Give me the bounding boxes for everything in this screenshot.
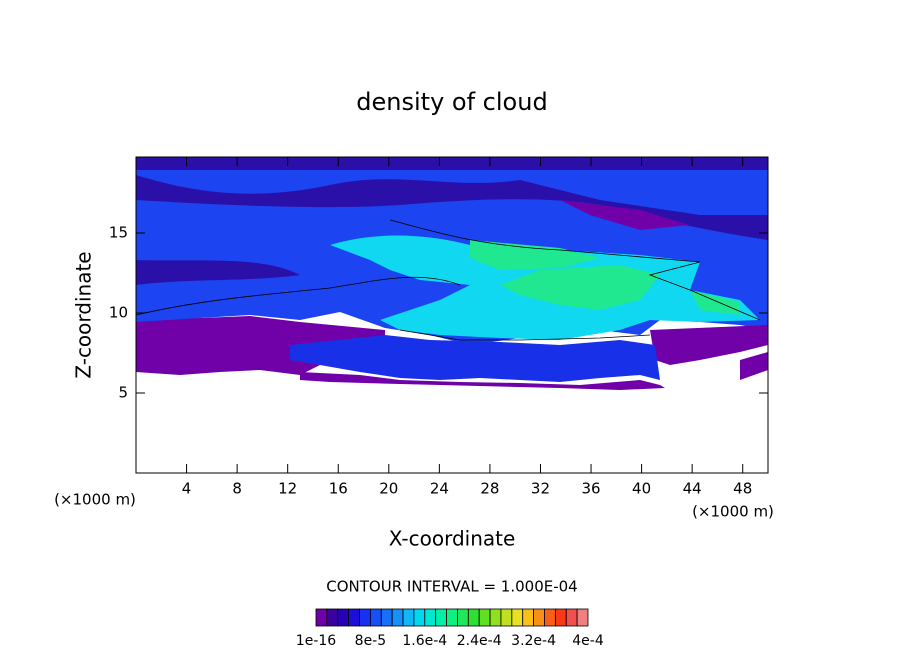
- x-tick-label: 48: [733, 480, 752, 498]
- colorbar-box: [424, 608, 437, 627]
- x-tick-label: 40: [632, 480, 651, 498]
- field-lower-blue: [290, 335, 660, 382]
- x-unit-label: (×1000 m): [54, 491, 136, 509]
- colorbar-box: [478, 608, 491, 627]
- y-unit-label: (×1000 m): [692, 503, 774, 521]
- contour-field: [135, 157, 768, 390]
- x-tick-label: 28: [480, 480, 499, 498]
- x-tick-label: 4: [182, 480, 192, 498]
- colorbar-box: [565, 608, 578, 627]
- colorbar-box: [359, 608, 371, 627]
- y-tick-label: 10: [109, 304, 128, 322]
- contour-interval: CONTOUR INTERVAL = 1.000E-04: [326, 578, 577, 596]
- x-tick-label: 8: [232, 480, 242, 498]
- colorbar-box: [402, 608, 415, 627]
- field-lower-purple: [300, 372, 665, 390]
- colorbar-box: [315, 608, 328, 627]
- plot-frame: [135, 156, 769, 474]
- colorbar-box: [500, 608, 513, 627]
- colorbar-box: [489, 608, 502, 627]
- colorbar-box: [337, 608, 350, 627]
- field-purple: [136, 200, 768, 380]
- colorbar-label: 3.2e-4: [511, 633, 556, 649]
- colorbar-box: [435, 608, 447, 627]
- colorbar-box: [326, 608, 339, 627]
- x-tick-label: 20: [379, 480, 398, 498]
- x-tick-label: 24: [430, 480, 449, 498]
- colorbar-box: [413, 608, 426, 627]
- colorbar-label: 2.4e-4: [457, 633, 502, 649]
- colorbar-label: 1e-16: [296, 633, 336, 649]
- colorbar-box: [348, 608, 360, 627]
- colorbar-box: [369, 608, 382, 627]
- colorbar-box: [391, 608, 404, 627]
- x-tick-label: 36: [581, 480, 600, 498]
- colorbar-box: [467, 608, 480, 627]
- colorbar-box: [511, 608, 524, 627]
- colorbar-box: [380, 608, 393, 627]
- colorbar-label: 4e-4: [572, 633, 604, 649]
- colorbar-box: [446, 608, 458, 627]
- colorbar-label: 1.6e-4: [402, 633, 447, 649]
- y-tick-label: 5: [118, 384, 128, 402]
- field-dark: [136, 157, 768, 285]
- x-tick-label: 44: [683, 480, 702, 498]
- colorbar-box: [457, 608, 469, 627]
- colorbar-box: [544, 608, 556, 627]
- colorbar-box: [576, 608, 589, 627]
- chart-title: density of cloud: [356, 88, 547, 116]
- field-green: [470, 240, 740, 315]
- x-axis-title: X-coordinate: [389, 527, 516, 551]
- colorbar-box: [554, 608, 567, 627]
- colorbar-box: [533, 608, 545, 627]
- x-tick-label: 32: [531, 480, 550, 498]
- colorbar-label: 8e-5: [355, 633, 386, 649]
- x-tick-label: 16: [329, 480, 348, 498]
- colorbar-box: [522, 608, 534, 627]
- contour-line: [135, 219, 761, 341]
- x-tick-label: 12: [278, 480, 297, 498]
- y-axis-title: Z-coordinate: [72, 251, 96, 378]
- y-tick-label: 15: [109, 224, 128, 242]
